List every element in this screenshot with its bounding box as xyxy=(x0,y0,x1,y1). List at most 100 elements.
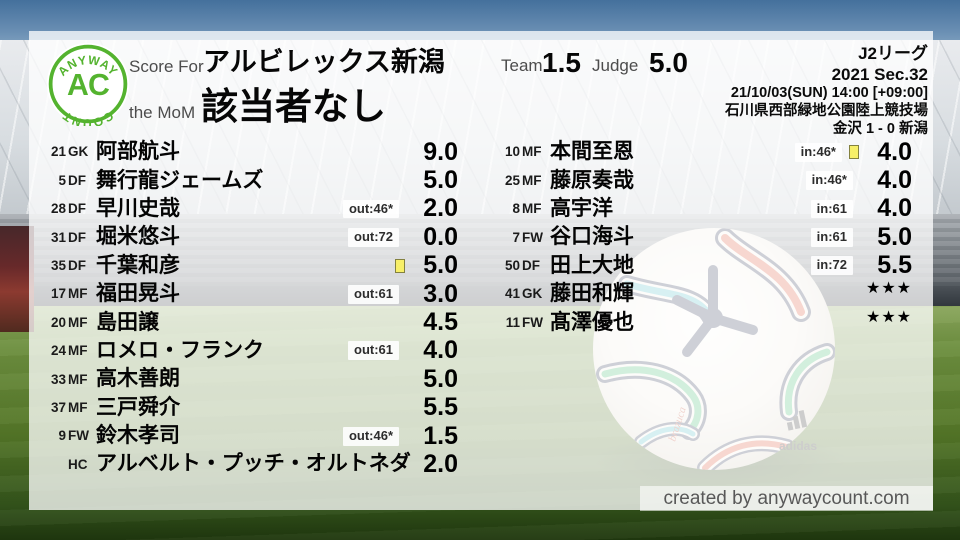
yellow-card-icon xyxy=(395,258,405,273)
player-score: 4.0 xyxy=(877,137,912,166)
player-score: 5.0 xyxy=(877,222,912,251)
player-position: DF xyxy=(68,201,86,217)
league-name: J2リーグ xyxy=(858,44,928,63)
player-row: 9 FW 鈴木孝司 out:46* 1.5 xyxy=(40,422,458,450)
player-position: MF xyxy=(68,371,88,387)
player-position: MF xyxy=(68,286,88,302)
judge-score-value: 5.0 xyxy=(649,47,688,78)
player-score: 9.0 xyxy=(423,137,458,166)
player-name: 藤田和輝 xyxy=(550,282,634,306)
panel-overlay xyxy=(29,31,933,510)
player-number: 9 xyxy=(58,428,66,444)
player-row: HC アルベルト・プッチ・オルトネダ 2.0 xyxy=(40,450,458,478)
final-score: 金沢 1 - 0 新潟 xyxy=(832,120,928,137)
substitution-badge: in:72 xyxy=(810,256,853,276)
player-row: 50 DF 田上大地 in:72 5.5 xyxy=(494,252,912,280)
player-name: 舞行龍ジェームズ xyxy=(96,168,264,192)
player-score: 3.0 xyxy=(423,279,458,308)
team-score-value: 1.5 xyxy=(542,47,581,78)
player-number: 25 xyxy=(504,172,520,188)
stands-left-edge xyxy=(0,226,34,332)
player-row: 41 GK 藤田和輝 ★★★ xyxy=(494,280,912,308)
player-name: 本間至恩 xyxy=(550,140,634,164)
venue-name: 石川県西部緑地公園陸上競技場 xyxy=(725,103,928,120)
player-position: GK xyxy=(522,286,543,302)
player-number: 20 xyxy=(50,314,66,330)
player-row: 8 MF 高宇洋 in:61 4.0 xyxy=(494,195,912,223)
mom-value: 該当者なし xyxy=(201,86,386,127)
player-score: 1.5 xyxy=(423,421,458,450)
team-name-title: アルビレックス新潟 xyxy=(203,47,445,77)
player-position: FW xyxy=(68,428,89,444)
player-number: 28 xyxy=(50,201,66,217)
player-name: アルベルト・プッチ・オルトネダ xyxy=(96,452,411,476)
player-row: 33 MF 高木善朗 5.0 xyxy=(40,365,458,393)
mom-label: the MoM xyxy=(129,103,196,122)
player-name: 阿部航斗 xyxy=(96,140,180,164)
player-position: DF xyxy=(68,258,86,273)
player-number: 31 xyxy=(50,229,66,245)
player-position: MF xyxy=(522,144,542,160)
player-number: 37 xyxy=(50,399,66,415)
player-number: 10 xyxy=(504,144,520,160)
player-score: 5.0 xyxy=(423,251,458,280)
player-name: 堀米悠斗 xyxy=(96,225,180,249)
player-number: 8 xyxy=(512,201,520,217)
substitution-badge: out:72 xyxy=(348,227,399,247)
player-name: 藤原奏哉 xyxy=(550,168,634,192)
player-score: 5.5 xyxy=(423,393,458,422)
player-score: 4.5 xyxy=(423,308,458,337)
player-position: GK xyxy=(68,144,89,160)
player-row: 35 DF 千葉和彦 5.0 xyxy=(40,252,458,280)
player-position: FW xyxy=(522,314,543,330)
player-name: 髙澤優也 xyxy=(550,310,634,334)
player-name: 福田晃斗 xyxy=(96,282,180,306)
score-for-label: Score For xyxy=(129,57,204,76)
player-number: 5 xyxy=(58,172,66,188)
player-row: 37 MF 三戸舜介 5.5 xyxy=(40,394,458,422)
team-score-label: Team xyxy=(501,56,543,75)
player-score: ★★★ xyxy=(865,280,912,298)
anywaycount-logo-icon: ANYWAY COUNT AC xyxy=(46,42,130,126)
player-position: FW xyxy=(522,229,543,245)
player-position: MF xyxy=(68,399,88,415)
substitution-badge: out:61 xyxy=(348,341,399,361)
player-name: 鈴木孝司 xyxy=(96,424,180,448)
player-row: 7 FW 谷口海斗 in:61 5.0 xyxy=(494,223,912,251)
player-row: 17 MF 福田晃斗 out:61 3.0 xyxy=(40,280,458,308)
player-number: 41 xyxy=(504,286,520,302)
player-position: MF xyxy=(68,314,88,330)
substitution-badge: out:46* xyxy=(342,199,399,219)
kickoff-datetime: 21/10/03(SUN) 14:00 [+09:00] xyxy=(730,85,928,102)
player-number: 24 xyxy=(50,343,66,359)
player-name: 高宇洋 xyxy=(550,196,613,220)
player-position: DF xyxy=(68,172,86,188)
player-number: 7 xyxy=(512,229,520,245)
player-score: ★★★ xyxy=(865,308,912,326)
player-row: 31 DF 堀米悠斗 out:72 0.0 xyxy=(40,223,458,251)
starters-rating-list: 21 GK 阿部航斗 9.0 5 DF 舞行龍ジェームズ 5.0 28 DF 早… xyxy=(40,138,458,479)
player-name: ロメロ・フランク xyxy=(96,338,264,362)
credit-line: created by anywaycount.com xyxy=(640,486,933,511)
subs-rating-list: 10 MF 本間至恩 in:46* 4.0 25 MF 藤原奏哉 in:46* … xyxy=(494,138,912,337)
player-score: 2.0 xyxy=(423,449,458,478)
player-name: 高木善朗 xyxy=(96,367,180,391)
player-name: 島田譲 xyxy=(96,310,159,334)
player-score: 4.0 xyxy=(877,166,912,195)
player-name: 谷口海斗 xyxy=(550,225,634,249)
season-round: 2021 Sec.32 xyxy=(831,64,928,84)
substitution-badge: in:46* xyxy=(794,142,842,162)
player-row: 28 DF 早川史哉 out:46* 2.0 xyxy=(40,195,458,223)
player-row: 21 GK 阿部航斗 9.0 xyxy=(40,138,458,166)
substitution-badge: out:61 xyxy=(348,284,399,304)
player-name: 早川史哉 xyxy=(96,196,180,220)
player-score: 5.5 xyxy=(877,251,912,280)
player-number: 17 xyxy=(50,286,66,302)
player-score: 4.0 xyxy=(877,194,912,223)
player-number: 21 xyxy=(50,144,66,160)
player-number: 33 xyxy=(50,371,66,387)
player-score: 5.0 xyxy=(423,364,458,393)
player-name: 田上大地 xyxy=(550,253,634,277)
player-number: 11 xyxy=(505,314,520,330)
